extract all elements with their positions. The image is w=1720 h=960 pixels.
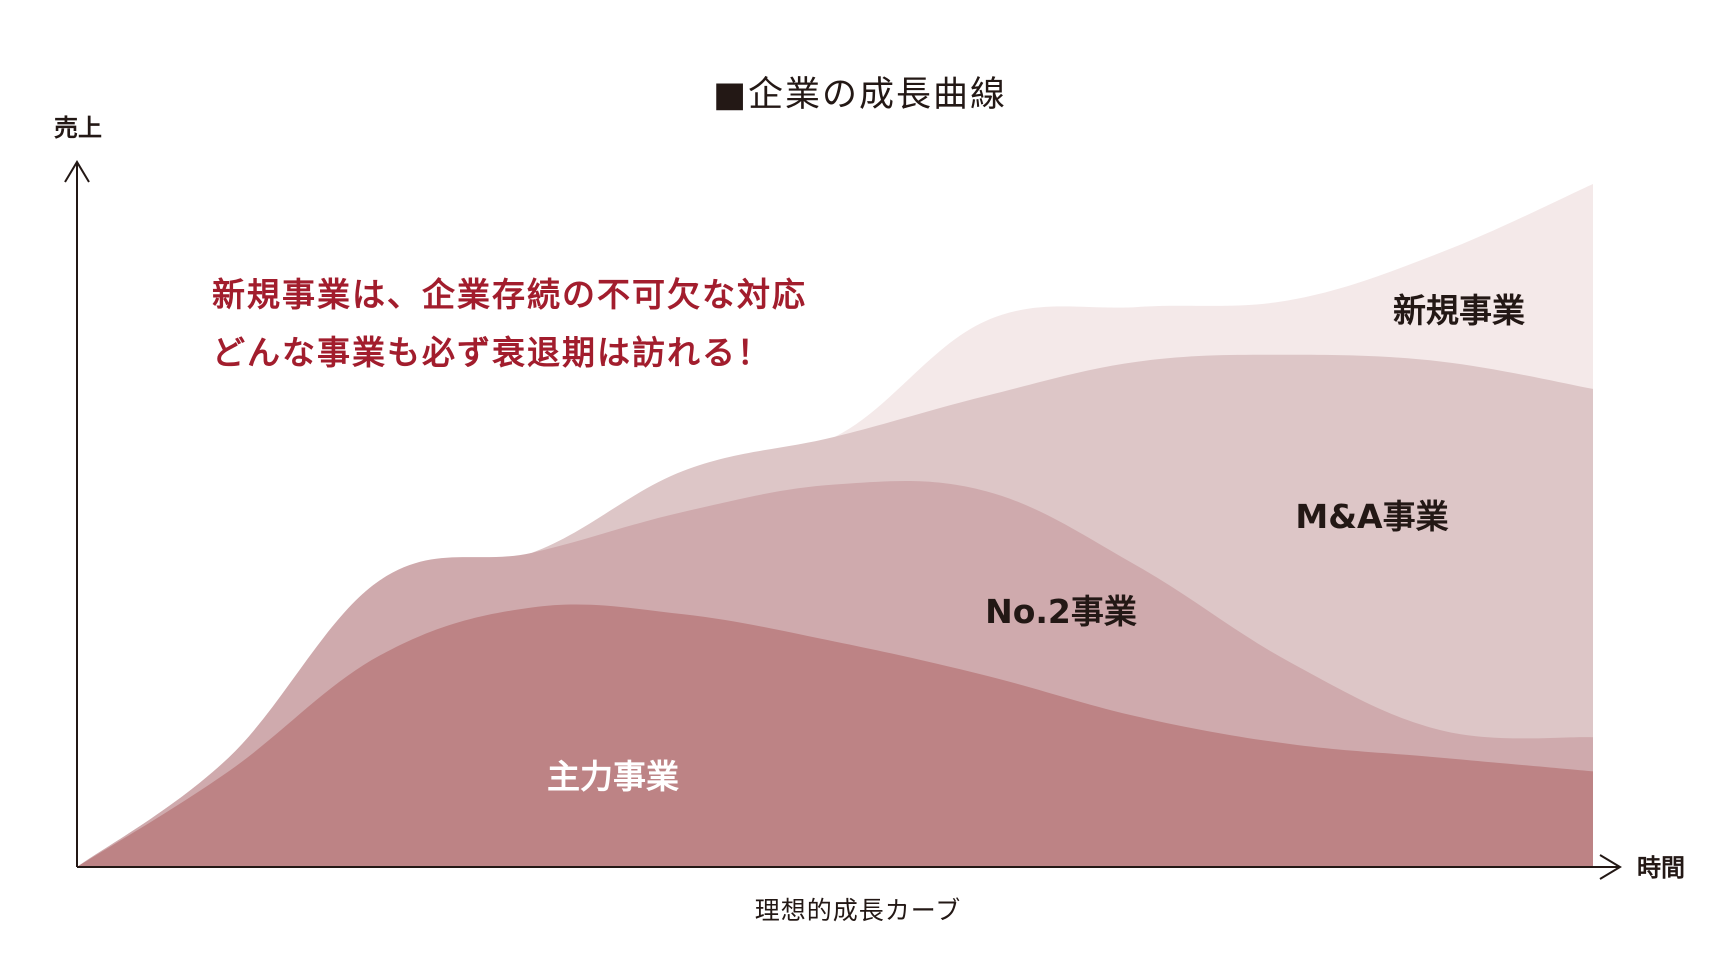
series-label-main-business: 主力事業 (547, 757, 679, 796)
area-main-business (77, 604, 1593, 867)
axes (64, 160, 1622, 880)
chart-title: ■企業の成長曲線 (713, 75, 1007, 115)
annotation-line-1: 新規事業は、企業存続の不可欠な対応 (212, 275, 807, 314)
annotation-line-2: どんな事業も必ず衰退期は訪れる！ (212, 333, 772, 372)
series-label-no2-business: No.2事業 (985, 592, 1137, 631)
x-axis-label: 時間 (1637, 854, 1685, 882)
area-series-group (77, 184, 1593, 868)
y-axis-label: 売上 (54, 114, 102, 142)
y-axis-arrow (64, 160, 90, 183)
x-axis-arrow (1599, 854, 1622, 880)
series-label-new-business: 新規事業 (1393, 291, 1525, 330)
chart-caption: 理想的成長カーブ (755, 896, 962, 925)
series-label-ma-business: M&A事業 (1295, 497, 1448, 536)
